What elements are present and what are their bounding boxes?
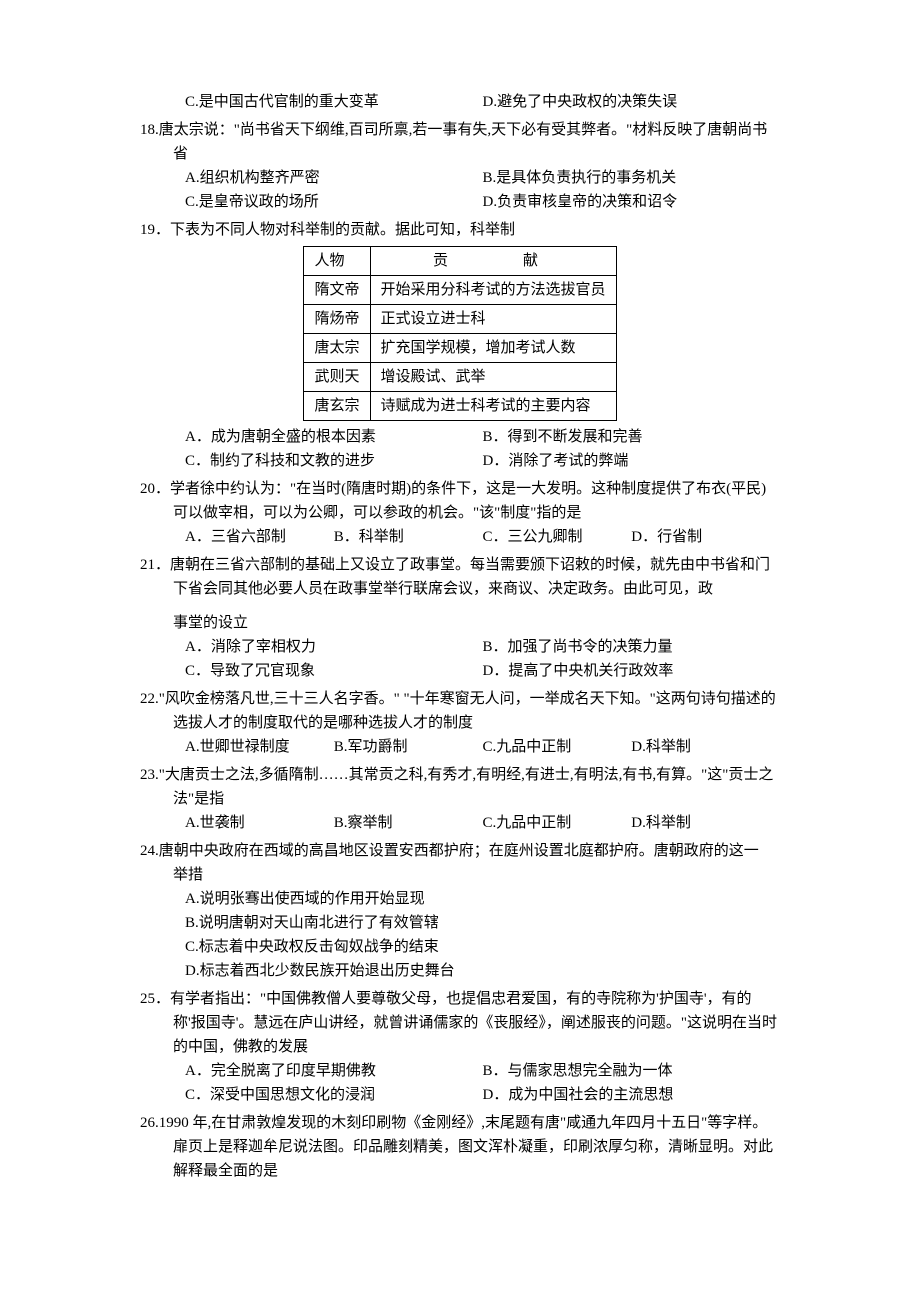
q20-option-b: B．科举制 bbox=[334, 525, 483, 549]
q21-option-a: A．消除了宰相权力 bbox=[185, 635, 483, 659]
q19-table: 人物 贡 献 隋文帝开始采用分科考试的方法选拔官员 隋炀帝正式设立进士科 唐太宗… bbox=[303, 246, 616, 421]
question-18: 18.唐太宗说："尚书省天下纲维,百司所禀,若一事有失,天下必有受其弊者。"材料… bbox=[140, 118, 780, 214]
q25-option-a: A．完全脱离了印度早期佛教 bbox=[185, 1059, 483, 1083]
q19-r1c0: 隋炀帝 bbox=[304, 305, 370, 334]
question-20: 20．学者徐中约认为："在当时(隋唐时期)的条件下，这是一大发明。这种制度提供了… bbox=[140, 477, 780, 549]
question-17-partial: C.是中国古代官制的重大变革 D.避免了中央政权的决策失误 bbox=[140, 90, 780, 114]
q21-option-c: C．导致了冗官现象 bbox=[185, 659, 483, 683]
q19-r2c0: 唐太宗 bbox=[304, 334, 370, 363]
q19-th-person: 人物 bbox=[304, 247, 370, 276]
question-26: 26.1990 年,在甘肃敦煌发现的木刻印刷物《金刚经》,末尾题有唐"咸通九年四… bbox=[140, 1111, 780, 1183]
q23-option-a: A.世袭制 bbox=[185, 811, 334, 835]
q24-option-a: A.说明张骞出使西域的作用开始显现 bbox=[140, 887, 780, 911]
q19-r4c1: 诗赋成为进士科考试的主要内容 bbox=[370, 392, 616, 421]
q19-th-contrib: 贡 献 bbox=[370, 247, 616, 276]
q25-option-c: C．深受中国思想文化的浸润 bbox=[185, 1083, 483, 1107]
q24-option-d: D.标志着西北少数民族开始退出历史舞台 bbox=[140, 959, 780, 983]
q23-option-b: B.察举制 bbox=[334, 811, 483, 835]
q18-option-a: A.组织机构整齐严密 bbox=[185, 166, 483, 190]
q23-option-d: D.科举制 bbox=[631, 811, 780, 835]
q24-option-b: B.说明唐朝对天山南北进行了有效管辖 bbox=[140, 911, 780, 935]
q19-r3c0: 武则天 bbox=[304, 363, 370, 392]
q24-stem: 24.唐朝中央政府在西域的高昌地区设置安西都护府；在庭州设置北庭都护府。唐朝政府… bbox=[140, 839, 780, 863]
q22-option-b: B.军功爵制 bbox=[334, 735, 483, 759]
q22-option-d: D.科举制 bbox=[631, 735, 780, 759]
question-23: 23."大唐贡士之法,多循隋制……其常贡之科,有秀才,有明经,有进士,有明法,有… bbox=[140, 763, 780, 835]
q19-r2c1: 扩充国学规模，增加考试人数 bbox=[370, 334, 616, 363]
question-21: 21．唐朝在三省六部制的基础上又设立了政事堂。每当需要颁下诏敕的时候，就先由中书… bbox=[140, 553, 780, 683]
q19-stem: 19．下表为不同人物对科举制的贡献。据此可知，科举制 bbox=[140, 218, 780, 242]
q23-stem: 23."大唐贡士之法,多循隋制……其常贡之科,有秀才,有明经,有进士,有明法,有… bbox=[140, 763, 780, 811]
q22-option-c: C.九品中正制 bbox=[483, 735, 632, 759]
q25-stem: 25．有学者指出："中国佛教僧人要尊敬父母，也提倡忠君爱国，有的寺院称为'护国寺… bbox=[140, 987, 780, 1059]
q18-stem: 18.唐太宗说："尚书省天下纲维,百司所禀,若一事有失,天下必有受其弊者。"材料… bbox=[140, 118, 780, 166]
q19-option-a: A．成为唐朝全盛的根本因素 bbox=[185, 425, 483, 449]
q19-option-d: D．消除了考试的弊端 bbox=[483, 449, 781, 473]
q18-option-c: C.是皇帝议政的场所 bbox=[185, 190, 483, 214]
q20-option-c: C．三公九卿制 bbox=[483, 525, 632, 549]
q19-r4c0: 唐玄宗 bbox=[304, 392, 370, 421]
q24-stem-cont: 举措 bbox=[140, 863, 780, 887]
q17-option-d: D.避免了中央政权的决策失误 bbox=[483, 90, 781, 114]
q21-option-d: D．提高了中央机关行政效率 bbox=[483, 659, 781, 683]
q20-stem: 20．学者徐中约认为："在当时(隋唐时期)的条件下，这是一大发明。这种制度提供了… bbox=[140, 477, 780, 525]
q20-option-a: A．三省六部制 bbox=[185, 525, 334, 549]
q17-option-c: C.是中国古代官制的重大变革 bbox=[185, 90, 483, 114]
question-25: 25．有学者指出："中国佛教僧人要尊敬父母，也提倡忠君爱国，有的寺院称为'护国寺… bbox=[140, 987, 780, 1107]
q21-stem: 21．唐朝在三省六部制的基础上又设立了政事堂。每当需要颁下诏敕的时候，就先由中书… bbox=[140, 553, 780, 601]
question-24: 24.唐朝中央政府在西域的高昌地区设置安西都护府；在庭州设置北庭都护府。唐朝政府… bbox=[140, 839, 780, 983]
q21-stem-cont: 事堂的设立 bbox=[140, 611, 780, 635]
q19-r3c1: 增设殿试、武举 bbox=[370, 363, 616, 392]
q20-option-d: D．行省制 bbox=[631, 525, 780, 549]
q19-r0c1: 开始采用分科考试的方法选拔官员 bbox=[370, 276, 616, 305]
q18-option-b: B.是具体负责执行的事务机关 bbox=[483, 166, 781, 190]
q24-option-c: C.标志着中央政权反击匈奴战争的结束 bbox=[140, 935, 780, 959]
q19-option-b: B．得到不断发展和完善 bbox=[483, 425, 781, 449]
q25-option-b: B．与儒家思想完全融为一体 bbox=[483, 1059, 781, 1083]
q19-option-c: C．制约了科技和文教的进步 bbox=[185, 449, 483, 473]
q26-stem: 26.1990 年,在甘肃敦煌发现的木刻印刷物《金刚经》,末尾题有唐"咸通九年四… bbox=[140, 1111, 780, 1183]
q22-option-a: A.世卿世禄制度 bbox=[185, 735, 334, 759]
q19-r1c1: 正式设立进士科 bbox=[370, 305, 616, 334]
q19-r0c0: 隋文帝 bbox=[304, 276, 370, 305]
question-19: 19．下表为不同人物对科举制的贡献。据此可知，科举制 人物 贡 献 隋文帝开始采… bbox=[140, 218, 780, 473]
q22-stem: 22."风吹金榜落凡世,三十三人名字香。" "十年寒窗无人问，一举成名天下知。"… bbox=[140, 687, 780, 735]
q25-option-d: D．成为中国社会的主流思想 bbox=[483, 1083, 781, 1107]
q23-option-c: C.九品中正制 bbox=[483, 811, 632, 835]
q18-option-d: D.负责审核皇帝的决策和诏令 bbox=[483, 190, 781, 214]
question-22: 22."风吹金榜落凡世,三十三人名字香。" "十年寒窗无人问，一举成名天下知。"… bbox=[140, 687, 780, 759]
q21-option-b: B．加强了尚书令的决策力量 bbox=[483, 635, 781, 659]
